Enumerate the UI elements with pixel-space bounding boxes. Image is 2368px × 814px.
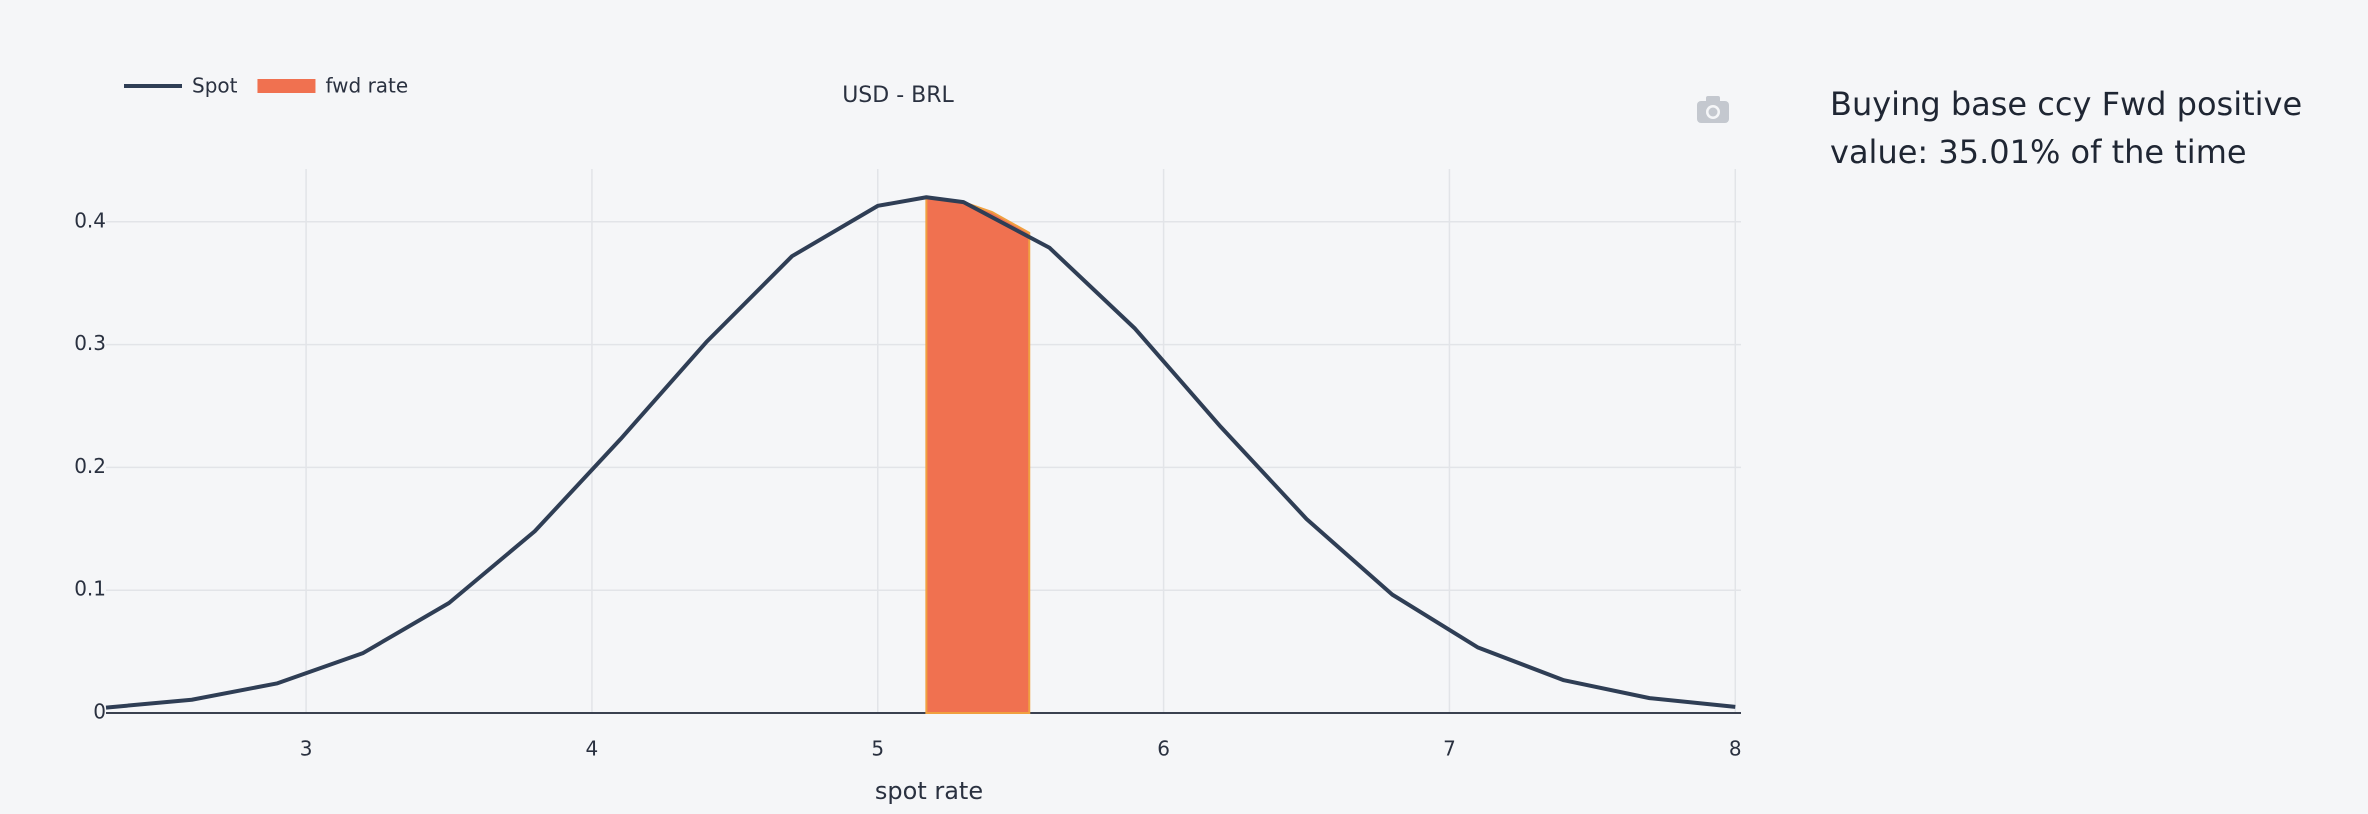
y-tick-label: 0.2	[74, 454, 106, 478]
chart: USD - BRL spot rate 3 4 5 6 7 8 0 0.1 0.2 0.3 0.4 S…	[74, 74, 1742, 806]
x-tick-label: 7	[1443, 737, 1456, 761]
chart-title: USD - BRL	[842, 83, 954, 108]
x-tick-label: 4	[586, 737, 599, 761]
y-tick-label: 0.1	[74, 577, 106, 601]
y-tick-label: 0	[93, 700, 106, 724]
y-tick-label: 0.4	[74, 208, 106, 232]
legend-label: fwd rate	[325, 74, 408, 98]
line	[105, 195, 1736, 710]
x-tick-label: 5	[871, 737, 884, 761]
x-tick-label: 3	[300, 737, 313, 761]
camera-icon[interactable]	[1697, 96, 1729, 123]
x-axis-label: spot rate	[875, 777, 983, 805]
legend-label: Spot	[192, 74, 238, 98]
x-tick-label: 6	[1157, 737, 1170, 761]
x-tick-label: 8	[1729, 737, 1742, 761]
area	[925, 196, 1031, 714]
side-note: Buying base ccy Fwd positive value: 35.0…	[1830, 85, 2303, 171]
legend-swatch	[257, 79, 316, 93]
y-tick-label: 0.3	[74, 331, 106, 355]
